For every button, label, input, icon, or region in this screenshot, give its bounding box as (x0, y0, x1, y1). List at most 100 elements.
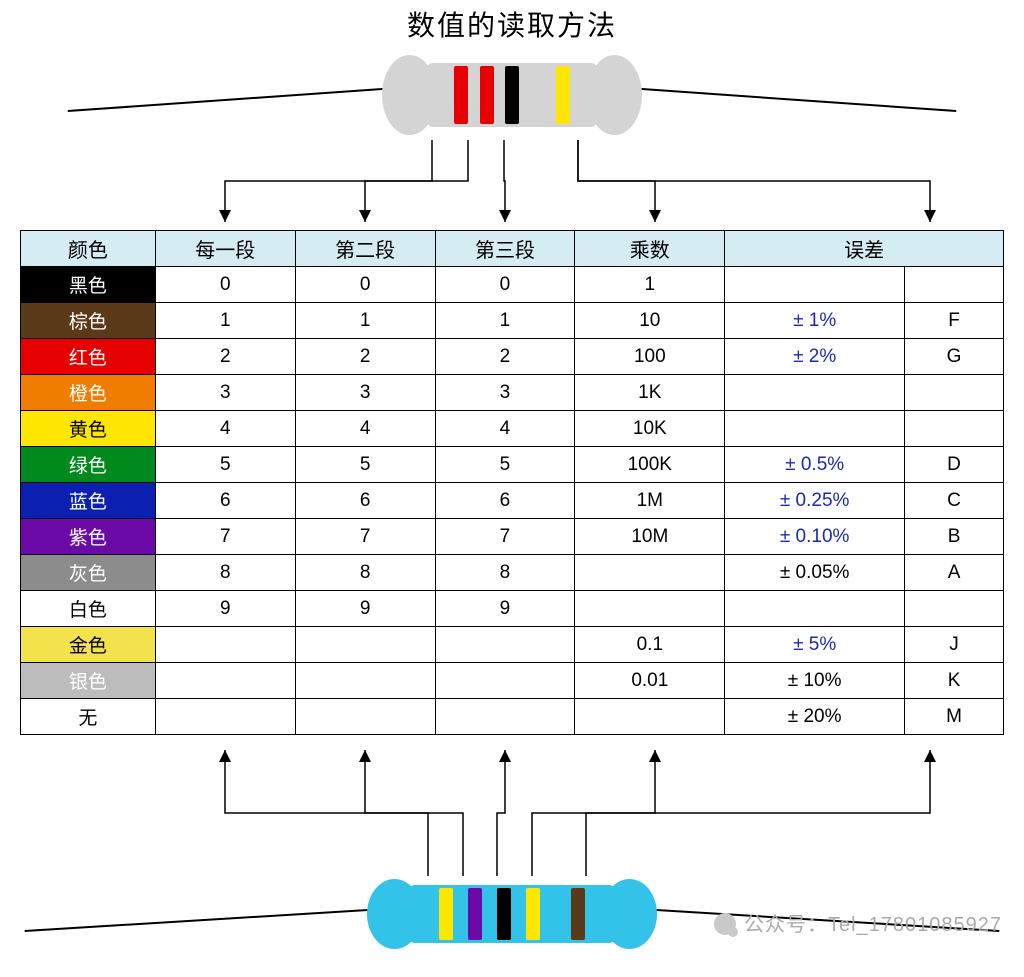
value-cell: 4 (155, 411, 295, 447)
code-cell: J (905, 627, 1004, 663)
th: 每一段 (155, 231, 295, 267)
color-name-cell: 紫色 (21, 519, 156, 555)
value-cell: 1K (575, 375, 725, 411)
tolerance-cell (725, 591, 905, 627)
value-cell: 7 (155, 519, 295, 555)
code-cell: F (905, 303, 1004, 339)
value-cell: 9 (295, 591, 435, 627)
value-cell: 3 (435, 375, 575, 411)
table-row: 蓝色6661M± 0.25%C (21, 483, 1004, 519)
value-cell: 5 (155, 447, 295, 483)
th: 第二段 (295, 231, 435, 267)
color-name-cell: 橙色 (21, 375, 156, 411)
th-color: 颜色 (21, 231, 156, 267)
value-cell: 4 (295, 411, 435, 447)
table-row: 橙色3331K (21, 375, 1004, 411)
tolerance-cell: ± 10% (725, 663, 905, 699)
value-cell (435, 663, 575, 699)
code-cell: B (905, 519, 1004, 555)
value-cell: 1M (575, 483, 725, 519)
value-cell: 1 (575, 267, 725, 303)
value-cell (435, 627, 575, 663)
table-row: 紫色77710M± 0.10%B (21, 519, 1004, 555)
code-cell (905, 267, 1004, 303)
resistor-band (505, 66, 519, 124)
value-cell (155, 663, 295, 699)
table-row: 绿色555100K± 0.5%D (21, 447, 1004, 483)
color-name-cell: 红色 (21, 339, 156, 375)
color-name-cell: 黄色 (21, 411, 156, 447)
code-cell: G (905, 339, 1004, 375)
resistor-band (439, 888, 453, 940)
value-cell: 2 (295, 339, 435, 375)
value-cell: 6 (435, 483, 575, 519)
value-cell: 10K (575, 411, 725, 447)
value-cell: 4 (435, 411, 575, 447)
color-name-cell: 黑色 (21, 267, 156, 303)
value-cell: 9 (435, 591, 575, 627)
tolerance-cell (725, 267, 905, 303)
value-cell: 0.1 (575, 627, 725, 663)
th: 乘数 (575, 231, 725, 267)
value-cell: 6 (155, 483, 295, 519)
value-cell (575, 699, 725, 735)
code-cell (905, 375, 1004, 411)
value-cell: 2 (155, 339, 295, 375)
color-name-cell: 绿色 (21, 447, 156, 483)
value-cell (435, 699, 575, 735)
value-cell: 5 (435, 447, 575, 483)
code-cell: D (905, 447, 1004, 483)
value-cell: 0 (155, 267, 295, 303)
value-cell: 7 (435, 519, 575, 555)
tolerance-cell: ± 2% (725, 339, 905, 375)
value-cell: 8 (295, 555, 435, 591)
color-name-cell: 白色 (21, 591, 156, 627)
resistor-band (556, 66, 570, 124)
code-cell (905, 591, 1004, 627)
top-resistor (392, 55, 632, 135)
color-code-table: 颜色每一段第二段第三段乘数误差 黑色0001棕色11110± 1%F红色2221… (20, 230, 1004, 735)
value-cell: 3 (155, 375, 295, 411)
tolerance-cell: ± 0.5% (725, 447, 905, 483)
value-cell (155, 627, 295, 663)
value-cell (295, 627, 435, 663)
tolerance-cell: ± 0.05% (725, 555, 905, 591)
value-cell: 10M (575, 519, 725, 555)
value-cell (295, 663, 435, 699)
resistor-band (571, 888, 585, 940)
table-row: 金色0.1± 5%J (21, 627, 1004, 663)
table-row: 黄色44410K (21, 411, 1004, 447)
code-cell: A (905, 555, 1004, 591)
resistor-band (497, 888, 511, 940)
color-name-cell: 灰色 (21, 555, 156, 591)
tolerance-cell: ± 1% (725, 303, 905, 339)
tolerance-cell: ± 0.10% (725, 519, 905, 555)
code-cell: C (905, 483, 1004, 519)
value-cell: 8 (155, 555, 295, 591)
value-cell: 6 (295, 483, 435, 519)
value-cell (295, 699, 435, 735)
value-cell: 7 (295, 519, 435, 555)
page-title: 数值的读取方法 (0, 4, 1024, 44)
value-cell: 1 (155, 303, 295, 339)
table-row: 红色222100± 2%G (21, 339, 1004, 375)
value-cell (155, 699, 295, 735)
color-name-cell: 金色 (21, 627, 156, 663)
table-row: 银色0.01± 10%K (21, 663, 1004, 699)
watermark: 公众号：Tel_17801085927 (714, 908, 1002, 937)
table-row: 棕色11110± 1%F (21, 303, 1004, 339)
resistor-band (480, 66, 494, 124)
value-cell: 100 (575, 339, 725, 375)
value-cell: 1 (435, 303, 575, 339)
table-row: 白色999 (21, 591, 1004, 627)
value-cell: 5 (295, 447, 435, 483)
color-name-cell: 无 (21, 699, 156, 735)
resistor-band (526, 888, 540, 940)
tolerance-cell (725, 375, 905, 411)
resistor-band (454, 66, 468, 124)
th-error: 误差 (725, 231, 1004, 267)
value-cell: 0 (295, 267, 435, 303)
th: 第三段 (435, 231, 575, 267)
table-row: 黑色0001 (21, 267, 1004, 303)
value-cell: 3 (295, 375, 435, 411)
